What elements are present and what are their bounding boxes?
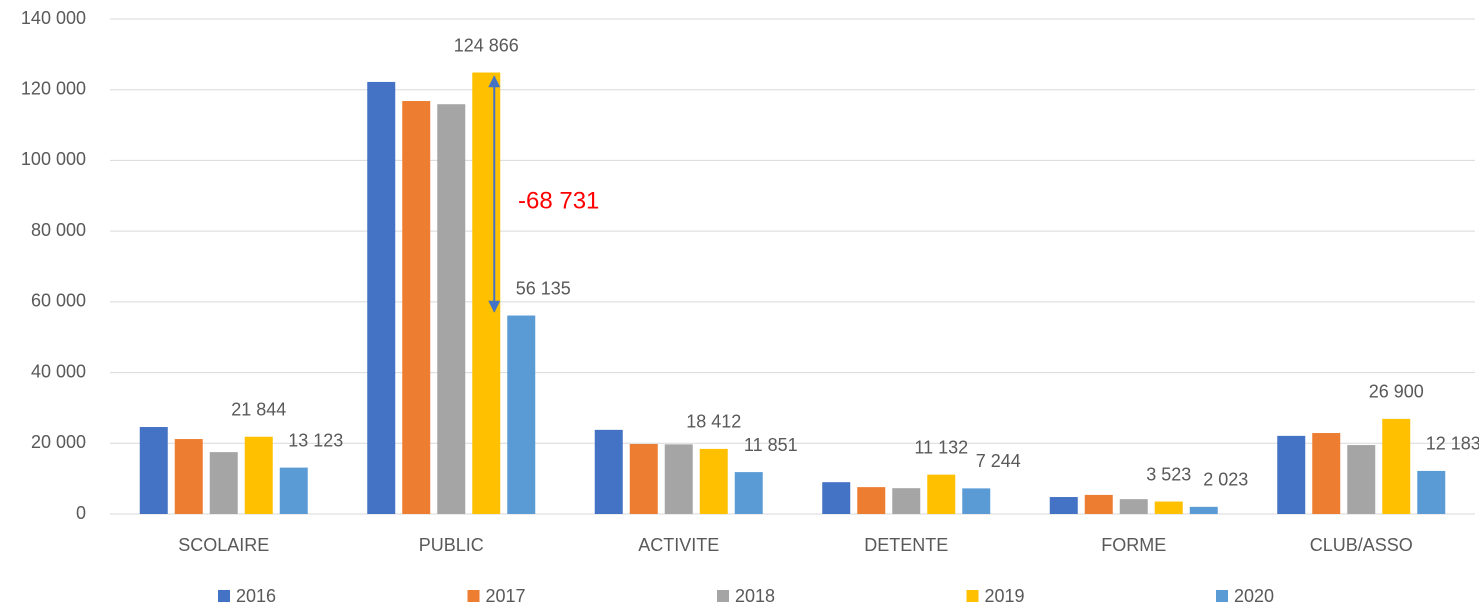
x-tick-label: PUBLIC [419, 535, 484, 555]
data-label: 7 244 [976, 451, 1021, 471]
y-tick-label: 60 000 [31, 291, 86, 311]
legend-swatch [966, 590, 979, 602]
bar [1347, 445, 1376, 514]
bar [927, 474, 956, 514]
bar [1049, 497, 1078, 514]
legend-label: 2018 [735, 586, 775, 606]
bar [822, 482, 851, 514]
x-tick-label: SCOLAIRE [178, 535, 269, 555]
data-label: 21 844 [231, 400, 286, 420]
legend-swatch [218, 590, 230, 602]
x-tick-label: FORME [1101, 535, 1166, 555]
bar [139, 427, 168, 514]
data-label: 11 132 [914, 437, 968, 457]
bar [1312, 433, 1341, 514]
bar [402, 101, 431, 515]
legend-label: 2019 [985, 586, 1025, 606]
bar [699, 448, 728, 514]
legend-label: 2017 [486, 586, 526, 606]
data-label: 18 412 [686, 412, 741, 432]
legend-swatch [1216, 590, 1228, 602]
data-label: 13 123 [288, 430, 343, 450]
y-tick-label: 40 000 [31, 361, 86, 381]
y-tick-label: 0 [76, 503, 86, 523]
bar [174, 439, 203, 514]
bar [629, 443, 658, 514]
legend-label: 2016 [236, 586, 276, 606]
bar [594, 429, 623, 514]
bar [244, 436, 273, 514]
bar [279, 467, 308, 514]
bar [1382, 418, 1411, 514]
y-tick-label: 100 000 [21, 149, 86, 169]
y-tick-label: 140 000 [21, 8, 86, 28]
data-label: 3 523 [1146, 464, 1191, 484]
x-tick-label: DETENTE [864, 535, 948, 555]
bar [209, 452, 238, 514]
bar [857, 487, 886, 514]
bar [664, 444, 693, 514]
data-label: 11 851 [744, 435, 798, 455]
bar [1119, 499, 1148, 514]
legend-swatch [717, 590, 729, 602]
bar [962, 488, 991, 514]
bar [472, 72, 501, 515]
bar [1277, 435, 1306, 514]
y-tick-label: 80 000 [31, 220, 86, 240]
bar [1189, 506, 1218, 514]
x-tick-label: CLUB/ASSO [1310, 535, 1413, 555]
legend-swatch [467, 590, 480, 602]
bar [1084, 494, 1113, 514]
bar [1154, 501, 1183, 514]
x-tick-label: ACTIVITE [638, 535, 719, 555]
y-tick-label: 120 000 [21, 78, 86, 98]
bar [892, 488, 921, 514]
legend-label: 2020 [1234, 586, 1274, 606]
bar [507, 315, 536, 514]
bar [367, 81, 396, 514]
y-tick-label: 20 000 [31, 432, 86, 452]
data-label: 124 866 [454, 35, 519, 55]
bar [1417, 470, 1446, 514]
bar [734, 472, 763, 514]
data-label: 26 900 [1369, 382, 1424, 402]
bar [437, 104, 466, 514]
annotation: -68 731 [518, 187, 599, 214]
data-label: 2 023 [1203, 470, 1248, 490]
data-label: 12 183 [1426, 434, 1479, 454]
data-label: 56 135 [516, 278, 571, 298]
